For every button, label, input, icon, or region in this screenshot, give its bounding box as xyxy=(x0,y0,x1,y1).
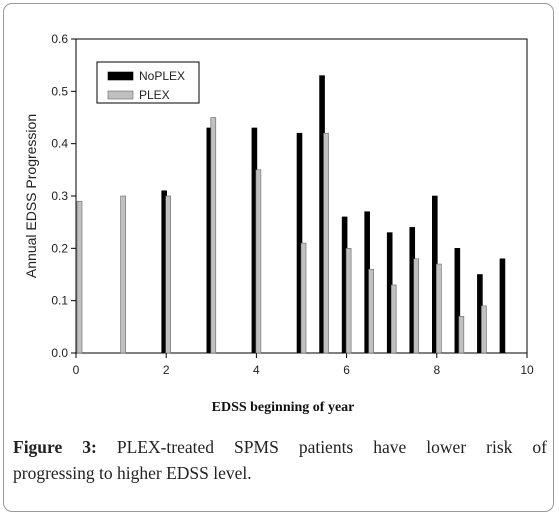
legend: NoPLEX PLEX xyxy=(96,61,200,104)
bar-noplex xyxy=(499,258,506,354)
bar-plex xyxy=(413,258,420,354)
y-tick-label: 0.0 xyxy=(51,346,68,360)
y-tick-label: 0.3 xyxy=(51,189,68,203)
x-tick-label: 8 xyxy=(433,363,440,377)
x-tick-label: 4 xyxy=(253,363,260,377)
bar-plex xyxy=(390,284,397,354)
bar-noplex xyxy=(454,248,461,354)
bar-plex xyxy=(76,200,83,354)
bar-plex xyxy=(300,242,307,354)
y-tick-label: 0.5 xyxy=(51,84,68,98)
bar-plex xyxy=(165,195,171,354)
y-tick-label: 0.1 xyxy=(51,294,68,308)
legend-swatch-noplex xyxy=(107,71,134,81)
legend-label-noplex: NoPLEX xyxy=(139,69,185,83)
plot-area: 0.0 0.1 0.2 0.3 0.4 0.5 0.6 0 2 4 6 8 10 xyxy=(51,32,534,377)
bar-plex xyxy=(368,268,374,354)
x-tick-label: 2 xyxy=(163,363,170,377)
x-tick-label: 10 xyxy=(520,363,534,377)
caption-text-line-2: progressing to higher EDSS level. xyxy=(13,463,252,483)
bar-plex xyxy=(458,316,465,354)
y-tick-label: 0.2 xyxy=(51,241,68,255)
figure-frame xyxy=(3,3,554,512)
y-tick-label: 0.4 xyxy=(51,137,68,151)
bar-plex xyxy=(323,132,329,354)
y-axis-title: Annual EDSS Progression xyxy=(23,114,39,278)
bar-plex xyxy=(345,248,352,354)
bar-plex xyxy=(255,169,262,354)
legend-swatch-plex xyxy=(107,90,134,100)
bar-plex xyxy=(210,117,217,354)
bar-plex xyxy=(481,305,487,354)
figure-caption: Figure 3: PLEX-treated SPMS patients hav… xyxy=(13,434,547,486)
caption-label: Figure 3: xyxy=(13,437,97,457)
y-tick-label: 0.6 xyxy=(51,32,68,46)
bar-plex xyxy=(435,263,442,354)
caption-text: PLEX-treated SPMS patients have lower ri… xyxy=(96,437,547,457)
x-tick-label: 0 xyxy=(73,363,80,377)
x-axis-title: EDSS beginning of year xyxy=(212,400,355,415)
bar-plex xyxy=(120,195,126,354)
x-tick-label: 6 xyxy=(343,363,350,377)
legend-label-plex: PLEX xyxy=(139,88,170,102)
caption-line-1: Figure 3: PLEX-treated SPMS patients hav… xyxy=(13,434,547,460)
